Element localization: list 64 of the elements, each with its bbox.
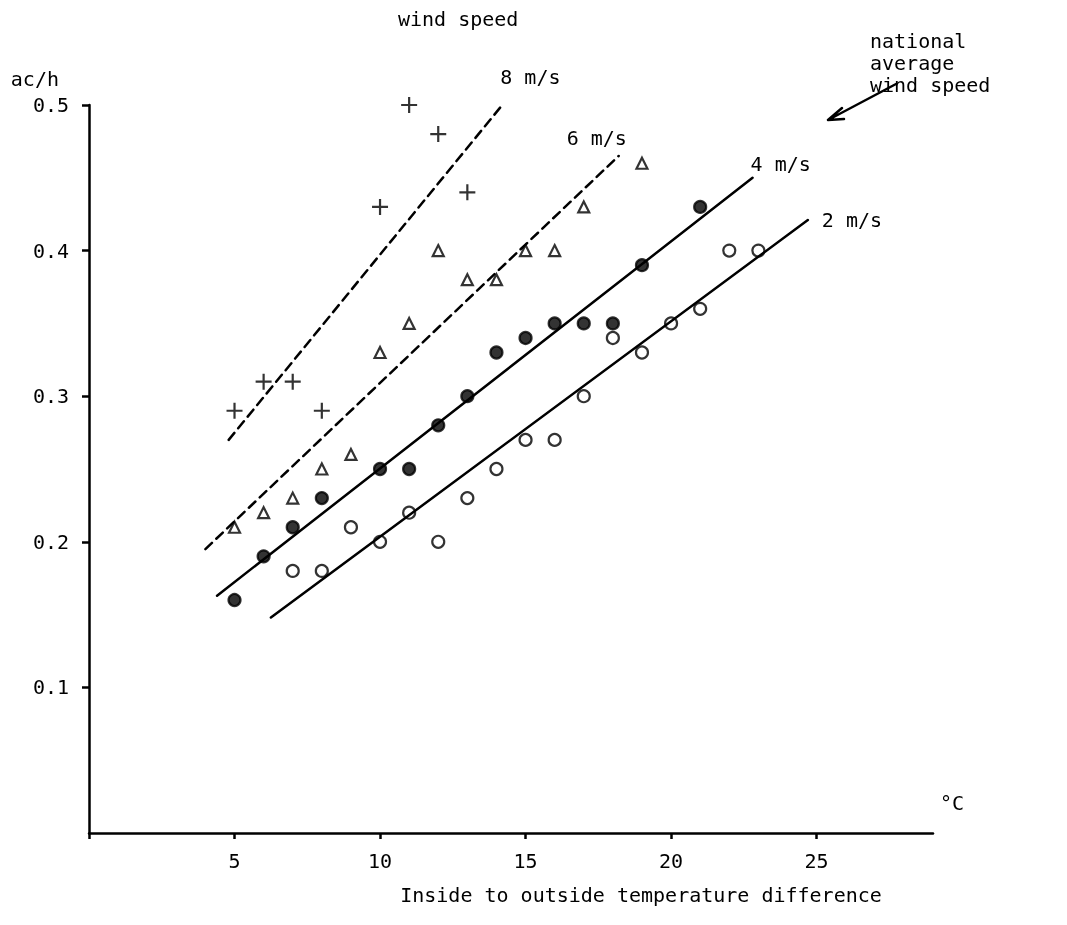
point xyxy=(635,156,649,170)
series-label: 4 m/s xyxy=(750,151,811,176)
point xyxy=(343,520,359,535)
point xyxy=(402,461,417,477)
y-tick-label: 0.4 xyxy=(32,238,69,263)
point xyxy=(518,330,533,346)
point xyxy=(576,316,591,331)
point xyxy=(227,592,242,608)
point xyxy=(605,330,620,346)
point xyxy=(489,345,504,360)
point xyxy=(577,200,591,214)
x-tick-label: 15 xyxy=(513,849,538,873)
point xyxy=(722,243,737,258)
text: national average wind speed xyxy=(870,29,991,97)
y-axis-title: ac/h xyxy=(10,67,59,91)
point xyxy=(344,447,358,462)
text: wind speed xyxy=(398,7,519,31)
point xyxy=(370,197,390,217)
point xyxy=(225,401,244,420)
point xyxy=(314,563,329,579)
point xyxy=(315,462,329,476)
y-tick-label: 0.3 xyxy=(32,384,69,409)
point xyxy=(254,372,273,391)
point xyxy=(634,345,650,360)
point xyxy=(283,372,302,391)
y-tick-label: 0.5 xyxy=(32,93,69,117)
point xyxy=(400,95,419,115)
point xyxy=(693,301,708,316)
series-label: 8 m/s xyxy=(500,65,561,89)
point xyxy=(373,345,387,360)
point xyxy=(518,432,533,447)
series-label: 6 m/s xyxy=(566,125,627,150)
point xyxy=(458,183,477,202)
x-tick-label: 25 xyxy=(804,849,829,873)
point xyxy=(431,534,446,549)
point xyxy=(576,389,591,404)
point xyxy=(547,432,562,447)
point xyxy=(402,316,416,330)
y-tick-label: 0.1 xyxy=(32,675,69,700)
series-label: 2 m/s xyxy=(821,208,883,233)
x-tick-label: 5 xyxy=(228,849,241,873)
point xyxy=(605,316,620,331)
text: °C xyxy=(940,791,965,815)
x-tick-label: 20 xyxy=(659,849,684,873)
point xyxy=(693,199,708,215)
point xyxy=(547,316,562,331)
point xyxy=(286,491,300,505)
point xyxy=(314,491,329,506)
point xyxy=(489,273,504,287)
point xyxy=(460,491,475,506)
point xyxy=(285,563,300,579)
y-tick-label: 0.2 xyxy=(32,529,69,554)
point xyxy=(460,273,474,287)
point xyxy=(312,401,331,420)
point xyxy=(257,506,271,520)
point xyxy=(489,461,504,477)
point xyxy=(227,520,242,534)
point xyxy=(285,520,300,535)
point xyxy=(518,244,533,258)
x-tick-label: 10 xyxy=(367,849,393,873)
point xyxy=(429,125,448,144)
point xyxy=(548,244,562,258)
point xyxy=(431,244,445,258)
x-axis-title: Inside to outside temperature difference xyxy=(400,883,882,907)
